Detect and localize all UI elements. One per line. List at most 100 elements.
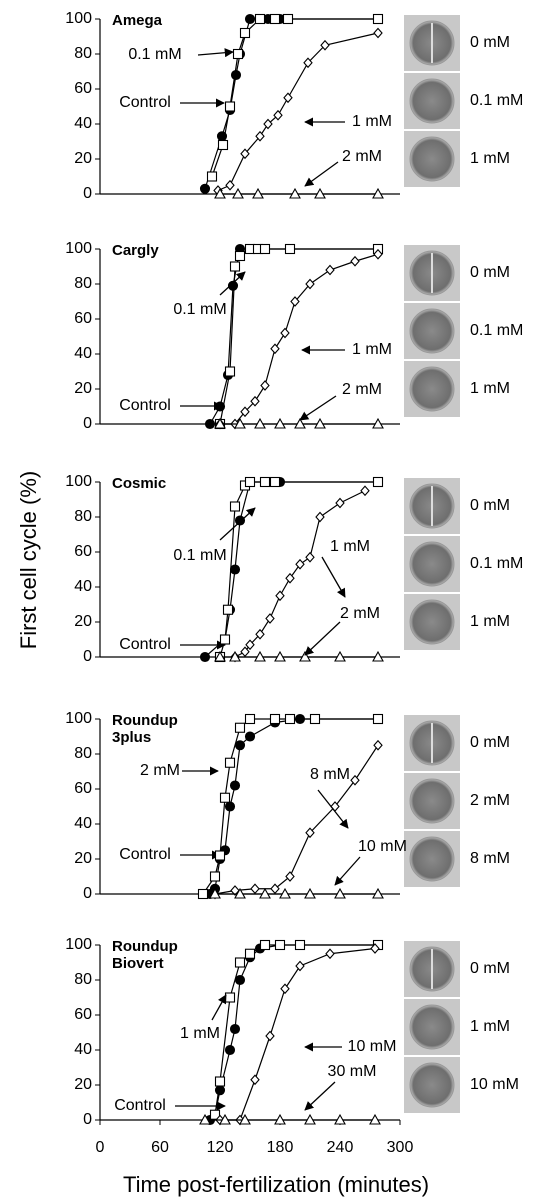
marker <box>269 13 281 25</box>
annotation: 1 mM <box>330 538 370 555</box>
marker <box>373 27 383 39</box>
annotation-arrow <box>304 621 341 656</box>
annotation: 2 mM <box>140 762 180 779</box>
y-tick-label: 80 <box>74 508 92 525</box>
marker <box>224 101 236 112</box>
marker <box>209 887 221 899</box>
annotation: 2 mM <box>342 148 382 165</box>
cell <box>409 836 455 882</box>
marker <box>274 1113 286 1125</box>
image-label: 0 mM <box>470 734 510 751</box>
panel: 0 20 40 60 80 100 Roundup 3plus 0 mM 2 mM 8 mM Cont… <box>65 710 510 902</box>
marker <box>285 871 295 882</box>
marker <box>295 960 305 972</box>
series-line <box>220 253 379 425</box>
series-line <box>220 947 376 1121</box>
image-label: 1 mM <box>470 613 510 630</box>
annotation-arrow <box>304 161 339 187</box>
image-label: 0.1 mM <box>470 555 523 572</box>
y-axis-label: First cell cycle (%) <box>16 471 41 649</box>
marker <box>234 417 246 429</box>
marker <box>280 983 290 995</box>
annotation: 2 mM <box>340 605 380 622</box>
panel-title: Cosmic <box>112 475 166 492</box>
x-tick-label: 180 <box>267 1139 294 1156</box>
annotation-arrow <box>219 507 256 541</box>
marker <box>372 713 384 725</box>
y-tick-label: 60 <box>74 1006 92 1023</box>
marker <box>309 713 321 725</box>
cell <box>409 366 455 412</box>
y-tick-label: 80 <box>74 971 92 988</box>
marker <box>270 343 280 355</box>
marker <box>255 130 265 142</box>
marker <box>274 417 286 429</box>
marker <box>284 243 296 255</box>
marker <box>219 1113 231 1125</box>
annotation: 8 mM <box>310 766 350 783</box>
marker <box>314 417 326 429</box>
marker <box>350 774 360 786</box>
marker <box>250 1074 260 1086</box>
marker <box>335 497 345 509</box>
marker <box>230 69 242 81</box>
marker <box>265 1030 275 1042</box>
cell <box>409 308 455 354</box>
panel: 0 20 40 60 80 100 Cargly 0 mM 0.1 mM 1 mM Control 0… <box>65 240 523 432</box>
annotation-arrow <box>321 556 346 598</box>
marker <box>217 139 229 151</box>
marker <box>224 1044 236 1056</box>
image-label: 1 mM <box>470 150 510 167</box>
marker <box>224 366 236 377</box>
marker <box>199 1113 211 1125</box>
y-tick-label: 0 <box>83 185 92 202</box>
image-label: 0 mM <box>470 960 510 977</box>
marker <box>314 187 326 199</box>
annotation: 30 mM <box>328 1063 377 1080</box>
y-tick-label: 100 <box>65 473 92 490</box>
y-tick-label: 20 <box>74 1076 92 1093</box>
marker <box>304 887 316 899</box>
marker <box>294 417 306 429</box>
marker <box>303 57 313 69</box>
panel-title: Amega <box>112 12 163 29</box>
marker <box>325 948 335 960</box>
marker <box>372 650 384 662</box>
y-tick-label: 40 <box>74 578 92 595</box>
annotation: 1 mM <box>352 113 392 130</box>
marker <box>229 501 241 512</box>
y-tick-label: 60 <box>74 80 92 97</box>
annotation: Control <box>119 94 171 111</box>
marker <box>254 650 266 662</box>
image-label: 2 mM <box>470 792 510 809</box>
annotation-arrow <box>197 48 234 58</box>
marker <box>254 13 266 25</box>
marker <box>260 380 270 391</box>
y-tick-label: 100 <box>65 936 92 953</box>
marker <box>229 261 241 272</box>
marker <box>372 417 384 429</box>
annotation-arrow <box>219 271 246 296</box>
marker <box>214 187 226 199</box>
y-tick-label: 0 <box>83 415 92 432</box>
marker <box>234 957 246 968</box>
panel-title: Cargly <box>112 242 159 259</box>
image-label: 0.1 mM <box>470 322 523 339</box>
marker <box>230 885 240 896</box>
cell <box>409 778 455 824</box>
cell <box>409 1004 455 1050</box>
cell <box>409 541 455 587</box>
marker <box>269 713 281 725</box>
annotation: 1 mM <box>352 341 392 358</box>
marker <box>219 634 231 645</box>
marker <box>224 757 236 768</box>
marker <box>334 1113 346 1125</box>
marker <box>280 327 290 339</box>
y-tick-label: 60 <box>74 780 92 797</box>
marker <box>360 485 370 497</box>
marker <box>214 650 226 662</box>
marker <box>227 280 239 291</box>
marker <box>294 939 306 951</box>
image-label: 8 mM <box>470 850 510 867</box>
